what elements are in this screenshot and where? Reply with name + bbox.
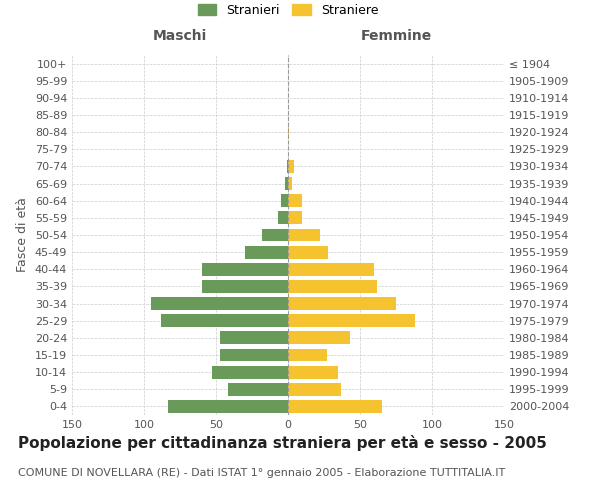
Legend: Stranieri, Straniere: Stranieri, Straniere [197, 4, 379, 16]
Bar [169, 400, 288, 413]
Bar [202, 280, 288, 293]
Bar [285, 177, 288, 190]
Bar [288, 332, 350, 344]
Bar [220, 332, 288, 344]
Bar [281, 194, 288, 207]
Bar [212, 366, 288, 378]
Bar [288, 126, 289, 138]
Bar [288, 400, 382, 413]
Bar [287, 160, 288, 173]
Bar [288, 177, 292, 190]
Bar [151, 297, 288, 310]
Y-axis label: Fasce di età: Fasce di età [16, 198, 29, 272]
Bar [245, 246, 288, 258]
Text: COMUNE DI NOVELLARA (RE) - Dati ISTAT 1° gennaio 2005 - Elaborazione TUTTITALIA.: COMUNE DI NOVELLARA (RE) - Dati ISTAT 1°… [18, 468, 505, 477]
Bar [288, 212, 302, 224]
Bar [288, 280, 377, 293]
Bar [288, 194, 302, 207]
Bar [262, 228, 288, 241]
Text: Popolazione per cittadinanza straniera per età e sesso - 2005: Popolazione per cittadinanza straniera p… [18, 435, 547, 451]
Bar [202, 263, 288, 276]
Bar [227, 383, 288, 396]
Bar [288, 246, 328, 258]
Bar [288, 366, 338, 378]
Bar [288, 348, 327, 362]
Bar [220, 348, 288, 362]
Bar [288, 297, 396, 310]
Bar [288, 314, 415, 327]
Bar [288, 383, 341, 396]
Text: Femmine: Femmine [361, 29, 431, 43]
Bar [288, 263, 374, 276]
Bar [278, 212, 288, 224]
Bar [288, 160, 294, 173]
Bar [161, 314, 288, 327]
Text: Maschi: Maschi [153, 29, 207, 43]
Bar [288, 228, 320, 241]
